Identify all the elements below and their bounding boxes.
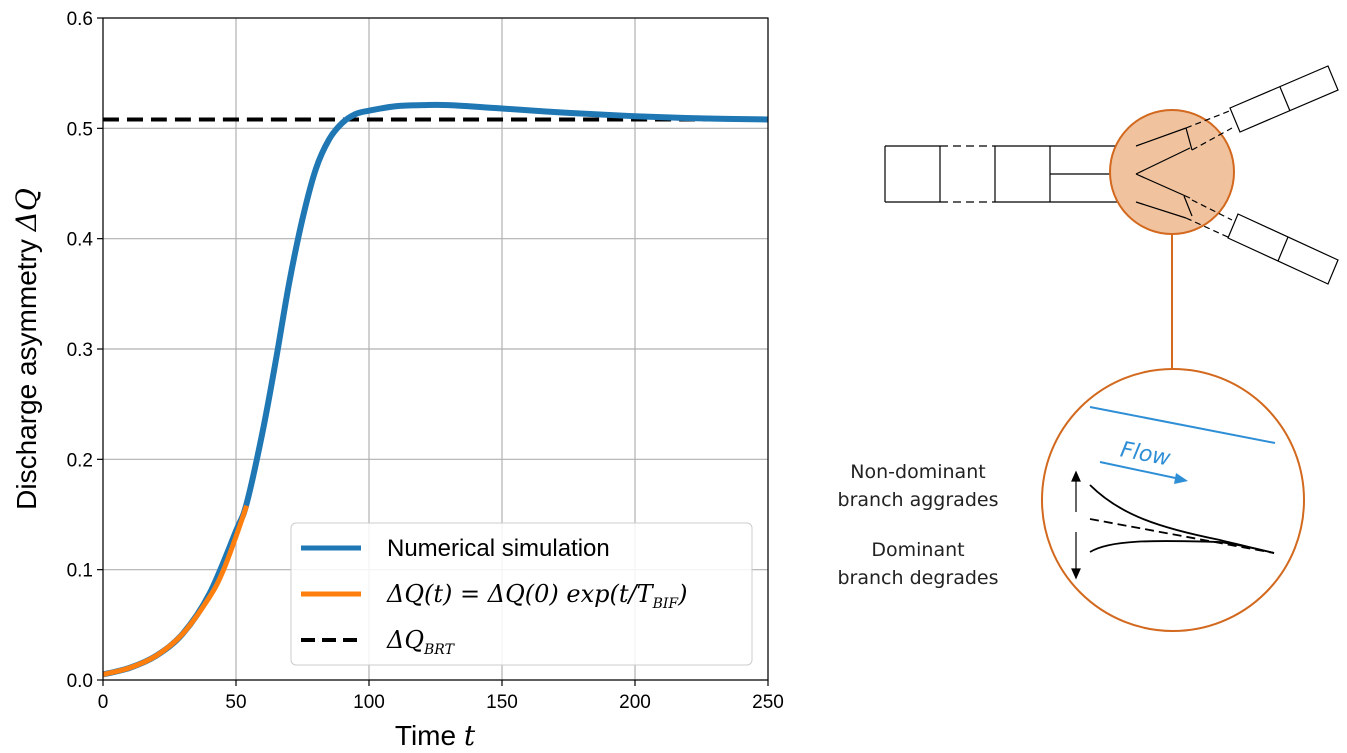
lower-branch-channel — [1227, 213, 1339, 285]
x-ticks: 0 50 100 150 200 250 — [98, 680, 784, 713]
x-axis-label: Time t — [395, 719, 476, 752]
dominant-bed-profile — [1089, 540, 1275, 554]
x-tick-label: 250 — [752, 692, 784, 713]
series-line-1 — [102, 504, 250, 677]
discharge-asymmetry-chart: 0 50 100 150 200 250 0.0 0.1 0.2 0.3 0.4 0.5 0.6 Ti… — [10, 9, 784, 752]
y-tick-label: 0.5 — [67, 119, 93, 140]
nondominant-label-line2: branch aggrades — [838, 489, 999, 511]
x-tick-label: 200 — [619, 692, 651, 713]
y-tick-label: 0.1 — [67, 561, 93, 582]
y-axis-label: Discharge asymmetry ΔQ — [10, 188, 43, 510]
bifurcation-branches — [1135, 109, 1233, 239]
x-tick-label: 0 — [98, 692, 109, 713]
y-tick-label: 0.6 — [67, 9, 93, 30]
x-tick-label: 100 — [353, 692, 385, 713]
y-tick-label: 0.4 — [67, 230, 94, 251]
bed-profiles — [1089, 484, 1275, 554]
flow-arrow — [1099, 461, 1188, 484]
y-tick-label: 0.2 — [67, 450, 93, 471]
legend: Numerical simulation ΔQ(t) = ΔQ(0) exp(t… — [290, 522, 753, 666]
bifurcation-diagram: Flow Non-dominant branch aggrades Domina… — [838, 65, 1339, 632]
y-ticks: 0.0 0.1 0.2 0.3 0.4 0.5 0.6 — [67, 9, 103, 692]
dominant-label-line2: branch degrades — [838, 567, 999, 589]
series-group — [102, 101, 769, 678]
bifurcation-node-highlight — [1109, 109, 1235, 235]
change-arrows — [1071, 470, 1081, 580]
dominant-label-line1: Dominant — [871, 539, 964, 561]
x-tick-label: 150 — [486, 692, 518, 713]
zoom-circle — [1041, 368, 1305, 632]
legend-label-brt: ΔQBRT — [386, 626, 456, 658]
y-tick-label: 0.0 — [67, 671, 93, 692]
water-surface-line — [1089, 406, 1276, 444]
y-tick-label: 0.3 — [67, 340, 93, 361]
legend-label-sim: Numerical simulation — [387, 535, 610, 562]
x-tick-label: 50 — [225, 692, 246, 713]
upstream-channel — [884, 145, 1137, 203]
legend-box — [290, 522, 753, 666]
nondominant-label-line1: Non-dominant — [850, 461, 985, 483]
initial-bed-profile — [1089, 518, 1275, 554]
upper-branch-channel — [1229, 65, 1339, 133]
legend-label-fit: ΔQ(t) = ΔQ(0) exp(t/TBIF) — [386, 580, 688, 612]
